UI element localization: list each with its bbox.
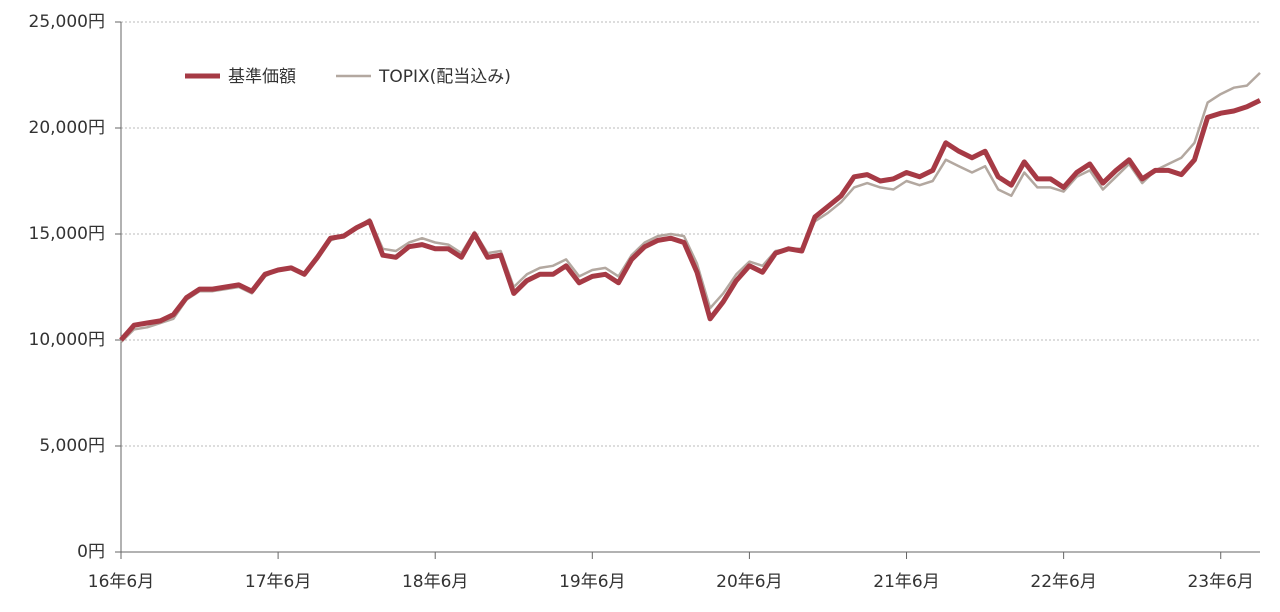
y-tick-label: 10,000円 [29,330,105,350]
y-tick-label: 25,000円 [29,12,105,32]
x-tick-label: 21年6月 [873,572,939,592]
x-tick-label: 16年6月 [88,572,154,592]
x-tick-label: 17年6月 [245,572,311,592]
y-tick-label: 5,000円 [39,436,105,456]
series-line [120,72,1261,343]
y-tick-label: 15,000円 [29,224,105,244]
y-tick-label: 0円 [77,542,105,562]
y-tick-label: 20,000円 [29,118,105,138]
x-tick-label: 19年6月 [559,572,625,592]
x-tick-label: 22年6月 [1030,572,1096,592]
x-tick-label: 23年6月 [1187,572,1253,592]
legend-label: 基準価額 [228,67,296,87]
x-tick-label: 20年6月 [716,572,782,592]
x-tick-label: 18年6月 [402,572,468,592]
series-line [119,98,1262,342]
legend-label: TOPIX(配当込み) [378,67,511,87]
